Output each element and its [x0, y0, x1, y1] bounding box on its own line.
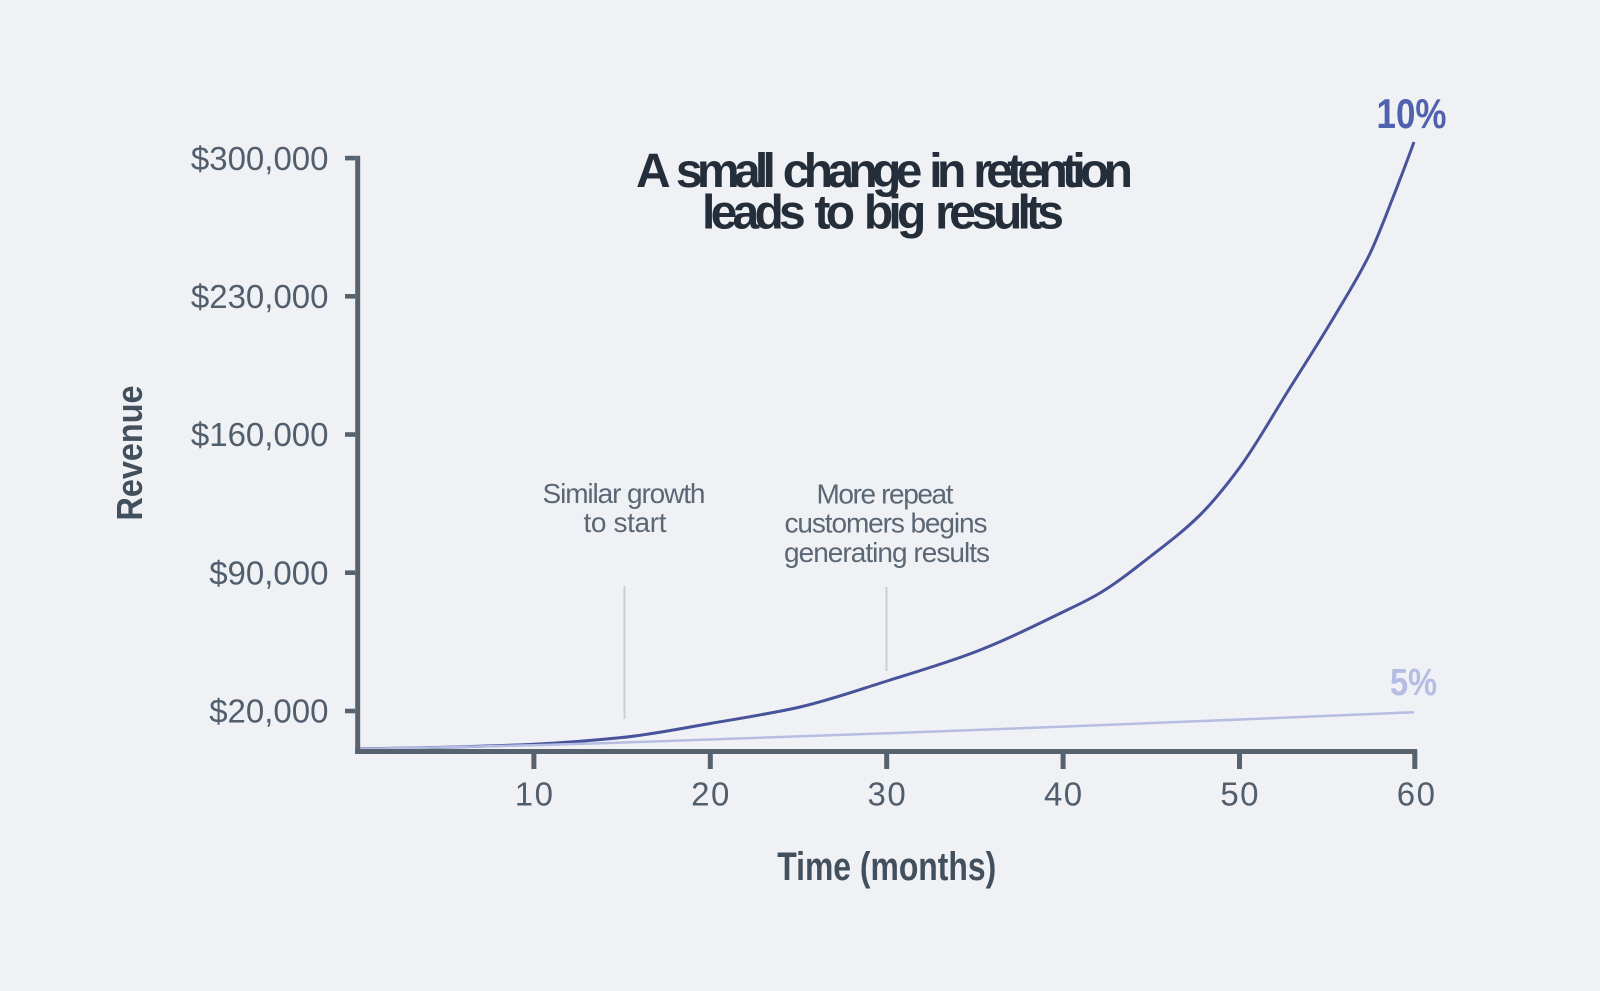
- svg-text:to start: to start: [584, 507, 667, 538]
- svg-text:Revenue: Revenue: [109, 386, 150, 521]
- svg-text:60: 60: [1397, 776, 1437, 813]
- svg-text:$160,000: $160,000: [191, 416, 329, 453]
- svg-text:30: 30: [868, 776, 908, 813]
- svg-text:10%: 10%: [1377, 90, 1447, 137]
- svg-text:20: 20: [691, 776, 731, 813]
- svg-text:$90,000: $90,000: [209, 554, 328, 591]
- svg-text:Similar growth: Similar growth: [543, 478, 706, 509]
- svg-text:$230,000: $230,000: [191, 278, 329, 315]
- svg-text:More repeat: More repeat: [817, 479, 954, 510]
- svg-text:generating results: generating results: [784, 537, 990, 568]
- svg-text:$300,000: $300,000: [191, 140, 329, 177]
- svg-text:$20,000: $20,000: [209, 693, 328, 730]
- svg-text:5%: 5%: [1390, 662, 1437, 704]
- svg-text:10: 10: [515, 776, 555, 813]
- svg-text:leads to big results: leads to big results: [702, 186, 1064, 239]
- svg-text:50: 50: [1220, 776, 1260, 813]
- svg-text:A small change in retention: A small change in retention: [636, 145, 1133, 198]
- svg-text:40: 40: [1044, 776, 1084, 813]
- svg-text:Time (months): Time (months): [777, 845, 996, 889]
- svg-text:customers begins: customers begins: [785, 508, 988, 539]
